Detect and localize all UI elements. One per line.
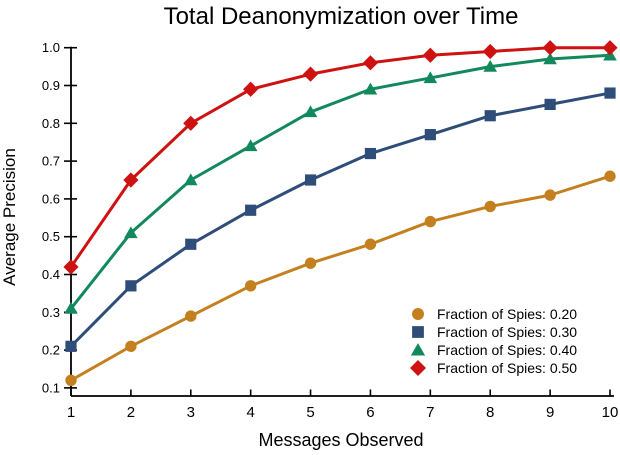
series-line: [69, 174, 612, 382]
data-point-marker-diamond: [243, 81, 259, 97]
data-point-marker-square: [544, 98, 556, 110]
data-point-marker-square: [125, 280, 137, 292]
data-point-marker-circle: [125, 340, 137, 353]
x-tick-label: 10: [602, 404, 619, 421]
data-point-marker-square: [65, 340, 77, 352]
data-point-marker-diamond: [422, 47, 438, 63]
legend-item: Fraction of Spies: 0.50: [410, 360, 577, 376]
y-tick-label: 0.8: [42, 116, 60, 131]
data-point-marker-diamond: [542, 40, 558, 56]
data-point-marker-triangle: [543, 52, 557, 65]
data-point-marker-square: [304, 174, 317, 186]
series-fraction-of-spies-0-50: [63, 40, 618, 275]
data-point-marker-triangle: [64, 301, 78, 314]
data-point-marker-circle: [484, 200, 496, 213]
y-tick-label: 0.3: [42, 305, 60, 320]
legend-label: Fraction of Spies: 0.30: [437, 324, 577, 340]
legend-label: Fraction of Spies: 0.40: [437, 342, 577, 358]
x-tick-label: 1: [67, 404, 75, 421]
y-tick-label: 1.0: [42, 40, 60, 55]
legend-item: Fraction of Spies: 0.20: [412, 306, 577, 322]
series-line: [69, 46, 612, 269]
data-point-marker-triangle: [124, 226, 138, 239]
data-point-marker-triangle: [410, 343, 426, 356]
y-tick-label: 0.5: [42, 229, 60, 244]
y-tick-label: 0.4: [42, 267, 60, 282]
legend-item: Fraction of Spies: 0.30: [412, 324, 577, 340]
data-point-marker-square: [412, 326, 424, 338]
y-tick-label: 0.6: [42, 191, 60, 206]
data-point-marker-diamond: [410, 360, 426, 376]
data-point-marker-circle: [65, 374, 77, 387]
legend-label: Fraction of Spies: 0.50: [437, 360, 577, 376]
x-tick-label: 3: [187, 404, 195, 421]
legend-label: Fraction of Spies: 0.20: [437, 306, 577, 322]
data-point-marker-triangle: [183, 173, 198, 186]
data-point-marker-square: [604, 87, 616, 99]
data-point-marker-circle: [304, 257, 317, 269]
data-point-marker-circle: [364, 238, 377, 250]
data-point-marker-circle: [185, 310, 197, 322]
x-tick-label: 8: [486, 404, 494, 421]
x-tick-label: 4: [246, 404, 254, 421]
series-fraction-of-spies-0-20: [65, 170, 616, 387]
series-fraction-of-spies-0-40: [64, 48, 617, 314]
x-axis-label: Messages Observed: [258, 430, 423, 450]
legend: Fraction of Spies: 0.20 Fraction of Spies…: [410, 306, 577, 376]
legend-item: Fraction of Spies: 0.40: [410, 342, 577, 358]
data-point-marker-circle: [424, 215, 437, 228]
data-point-marker-diamond: [302, 66, 319, 82]
data-point-marker-square: [364, 147, 377, 160]
data-point-marker-circle: [244, 280, 257, 292]
data-point-marker-circle: [412, 308, 424, 320]
series-fraction-of-spies-0-30: [65, 87, 616, 352]
data-point-marker-square: [424, 129, 436, 141]
x-tick-label: 5: [306, 404, 314, 421]
x-tick-label: 6: [366, 404, 374, 421]
data-point-marker-diamond: [123, 172, 139, 188]
y-tick-label: 0.9: [42, 78, 60, 93]
series-line: [69, 91, 612, 348]
x-tick-label: 7: [426, 404, 434, 421]
y-axis-label: Average Precision: [0, 148, 19, 286]
data-point-marker-triangle: [303, 105, 318, 118]
y-tick-label: 0.7: [42, 154, 60, 169]
y-tick-label: 0.1: [42, 380, 60, 395]
data-point-marker-square: [245, 204, 257, 216]
data-point-marker-square: [185, 238, 197, 250]
data-point-marker-circle: [544, 189, 556, 201]
series-line: [69, 53, 612, 311]
data-point-marker-diamond: [482, 43, 498, 60]
data-point-marker-triangle: [423, 71, 438, 84]
data-point-marker-circle: [604, 170, 616, 182]
data-point-marker-triangle: [363, 82, 378, 95]
data-point-marker-square: [484, 110, 496, 122]
x-tick-label: 2: [127, 404, 135, 421]
data-point-marker-diamond: [362, 55, 379, 71]
x-tick-label: 9: [546, 404, 554, 421]
data-point-marker-triangle: [483, 60, 498, 72]
y-tick-label: 0.2: [42, 343, 60, 358]
chart-title: Total Deanonymization over Time: [164, 3, 519, 30]
data-point-marker-diamond: [602, 40, 618, 56]
series-group: [63, 40, 618, 387]
data-point-marker-triangle: [243, 139, 258, 152]
data-point-marker-diamond: [63, 259, 79, 275]
data-point-marker-diamond: [183, 115, 199, 131]
axes: 0.1 0.2 0.3 0.4 0.5 0.6 0.7 0.8 0.9 1.0 1 2 3 4 5 6 7 8 9 1…: [42, 40, 618, 421]
